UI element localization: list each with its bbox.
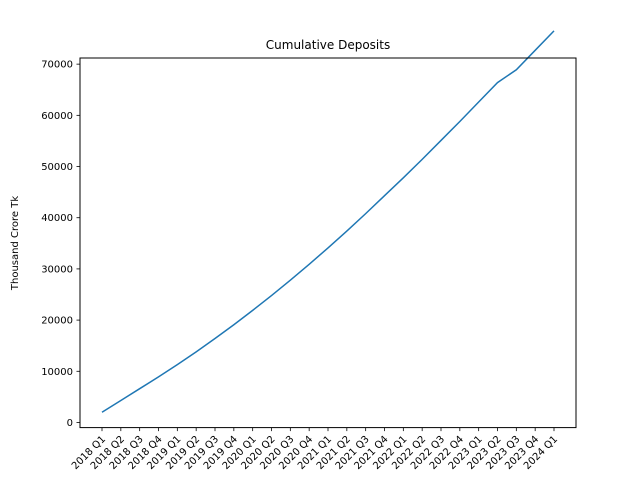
y-tick-label: 70000 xyxy=(41,60,73,71)
y-tick-label: 30000 xyxy=(41,264,73,275)
y-axis: 0 10000 20000 30000 40000 50000 60000 70000 xyxy=(41,60,80,429)
y-tick-label: 10000 xyxy=(41,367,73,378)
y-axis-label: Thousand Crore Tk xyxy=(10,196,21,291)
y-tick-label: 20000 xyxy=(41,316,73,327)
plot-frame xyxy=(79,57,577,429)
y-tick-label: 50000 xyxy=(41,162,73,173)
y-tick-label: 40000 xyxy=(41,213,73,224)
chart-title: Cumulative Deposits xyxy=(266,38,390,52)
y-tick-label: 60000 xyxy=(41,111,73,122)
y-tick-label: 0 xyxy=(67,418,73,429)
series-line xyxy=(101,30,555,413)
